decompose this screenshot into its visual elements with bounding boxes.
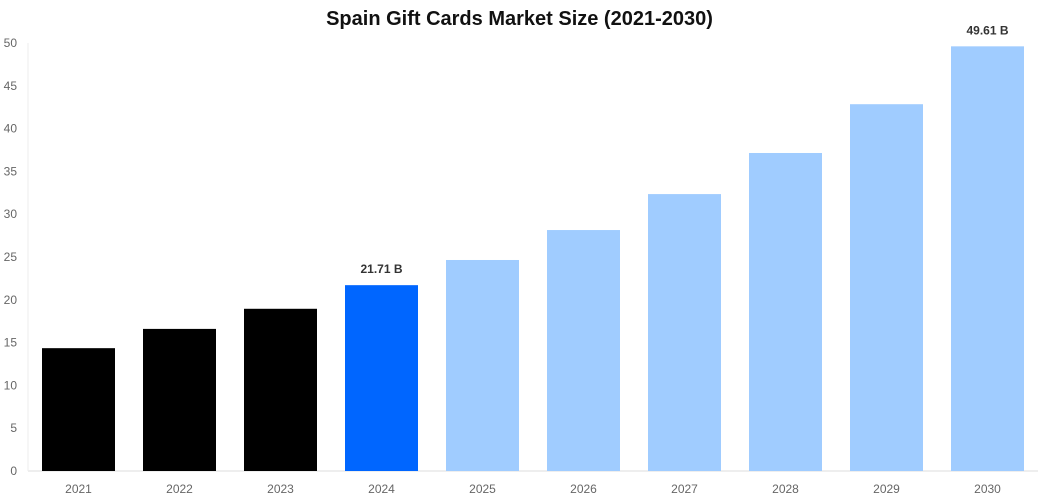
bar-2026 <box>547 230 620 471</box>
y-tick-label: 35 <box>4 164 18 178</box>
bar-2027 <box>648 194 721 472</box>
y-tick-label: 30 <box>4 207 18 221</box>
bar-2029 <box>850 104 923 471</box>
x-tick-label: 2029 <box>873 482 900 496</box>
y-tick-label: 25 <box>4 250 18 264</box>
data-label-2024: 21.71 B <box>360 262 402 276</box>
bar-2028 <box>749 152 822 471</box>
y-tick-label: 0 <box>10 464 17 478</box>
bar-2025 <box>446 259 519 471</box>
x-tick-label: 2027 <box>671 482 698 496</box>
y-tick-label: 45 <box>4 79 18 93</box>
y-tick-label: 40 <box>4 122 18 136</box>
chart-title: Spain Gift Cards Market Size (2021-2030) <box>326 8 713 30</box>
y-tick-label: 50 <box>4 36 18 50</box>
x-tick-label: 2026 <box>570 482 597 496</box>
bar-2022 <box>143 328 216 471</box>
x-tick-label: 2028 <box>772 482 799 496</box>
y-tick-label: 15 <box>4 336 18 350</box>
data-label-2030: 49.61 B <box>966 23 1008 37</box>
bar-2023 <box>244 308 317 471</box>
x-tick-label: 2023 <box>267 482 294 496</box>
y-tick-label: 20 <box>4 293 18 307</box>
bar-2024 <box>345 285 418 471</box>
x-tick-label: 2022 <box>166 482 193 496</box>
bar-2030 <box>951 46 1024 471</box>
bar-2021 <box>42 348 115 471</box>
x-tick-label: 2025 <box>469 482 496 496</box>
y-tick-label: 10 <box>4 378 18 392</box>
x-tick-label: 2021 <box>65 482 92 496</box>
x-tick-label: 2030 <box>974 482 1001 496</box>
y-tick-label: 5 <box>10 421 17 435</box>
x-tick-label: 2024 <box>368 482 395 496</box>
